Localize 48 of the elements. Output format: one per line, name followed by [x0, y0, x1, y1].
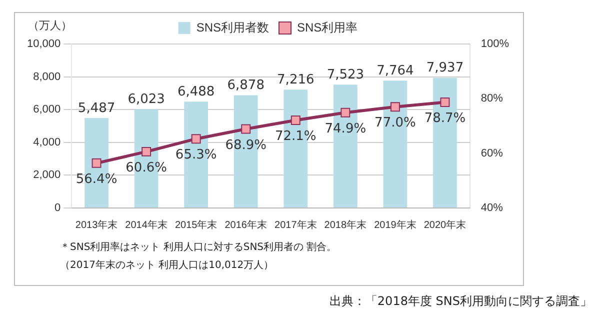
x-tick-label: 2015年末 — [174, 218, 218, 231]
data-label: 65.3% — [175, 148, 217, 163]
data-label: 77.0% — [374, 116, 416, 131]
point — [142, 146, 152, 156]
data-label: 5,487 — [78, 100, 116, 116]
data-label: 6,878 — [227, 78, 264, 94]
y-tick-label: 10,000 — [26, 38, 61, 50]
data-label: 78.7% — [424, 111, 466, 126]
x-tick-label: 2014年末 — [125, 218, 168, 231]
legend-label: SNS利用率 — [297, 20, 358, 34]
data-label: 7,764 — [376, 64, 414, 79]
legend-label: SNS利用者数 — [196, 20, 270, 34]
y-tick-label: 0 — [54, 202, 61, 214]
y-tick-label: 2,000 — [33, 169, 61, 182]
y2-tick-label: 60% — [480, 147, 504, 160]
y-axis-title: （万人） — [28, 18, 72, 33]
source-note: 出典：「2018年度 SNS利用動向に関する調査」 — [329, 293, 592, 310]
y2-tick-label: 80% — [480, 92, 504, 105]
point — [191, 134, 201, 144]
y-tick-label: 8,000 — [33, 70, 61, 83]
y2-tick-label: 100% — [480, 38, 510, 50]
y-tick-label: 6,000 — [33, 104, 61, 116]
data-label: 56.4% — [76, 172, 118, 188]
y2-tick-label: 40% — [480, 202, 504, 214]
x-tick-label: 2019年末 — [374, 218, 416, 231]
x-tick-label: 2017年末 — [274, 218, 317, 231]
point — [340, 108, 350, 118]
data-label: 7,523 — [326, 68, 364, 82]
data-label: 72.1% — [274, 129, 316, 144]
point — [241, 124, 251, 134]
text: （2017年末のネット 利用人口は10,012万人） — [60, 258, 274, 272]
data-label: 6,488 — [177, 84, 215, 100]
x-tick-label: 2016年末 — [224, 218, 267, 231]
text: ＊SNS利用率はネット 利用人口に対するSNS利用者の 割合。 — [60, 240, 337, 254]
point — [390, 102, 400, 112]
point — [92, 158, 102, 168]
data-label: 7,216 — [277, 72, 314, 88]
y-tick-label: 4,000 — [33, 136, 61, 148]
x-tick-label: 2018年末 — [324, 218, 367, 231]
point — [440, 97, 450, 107]
data-label: 7,937 — [426, 60, 464, 76]
point — [290, 116, 300, 126]
data-label: 60.6% — [126, 160, 167, 176]
data-label: 6,023 — [128, 92, 165, 108]
data-label: 68.9% — [225, 138, 267, 153]
x-tick-label: 2020年末 — [424, 218, 466, 231]
data-label: 74.9% — [324, 121, 366, 136]
x-tick-label: 2013年末 — [75, 218, 118, 231]
